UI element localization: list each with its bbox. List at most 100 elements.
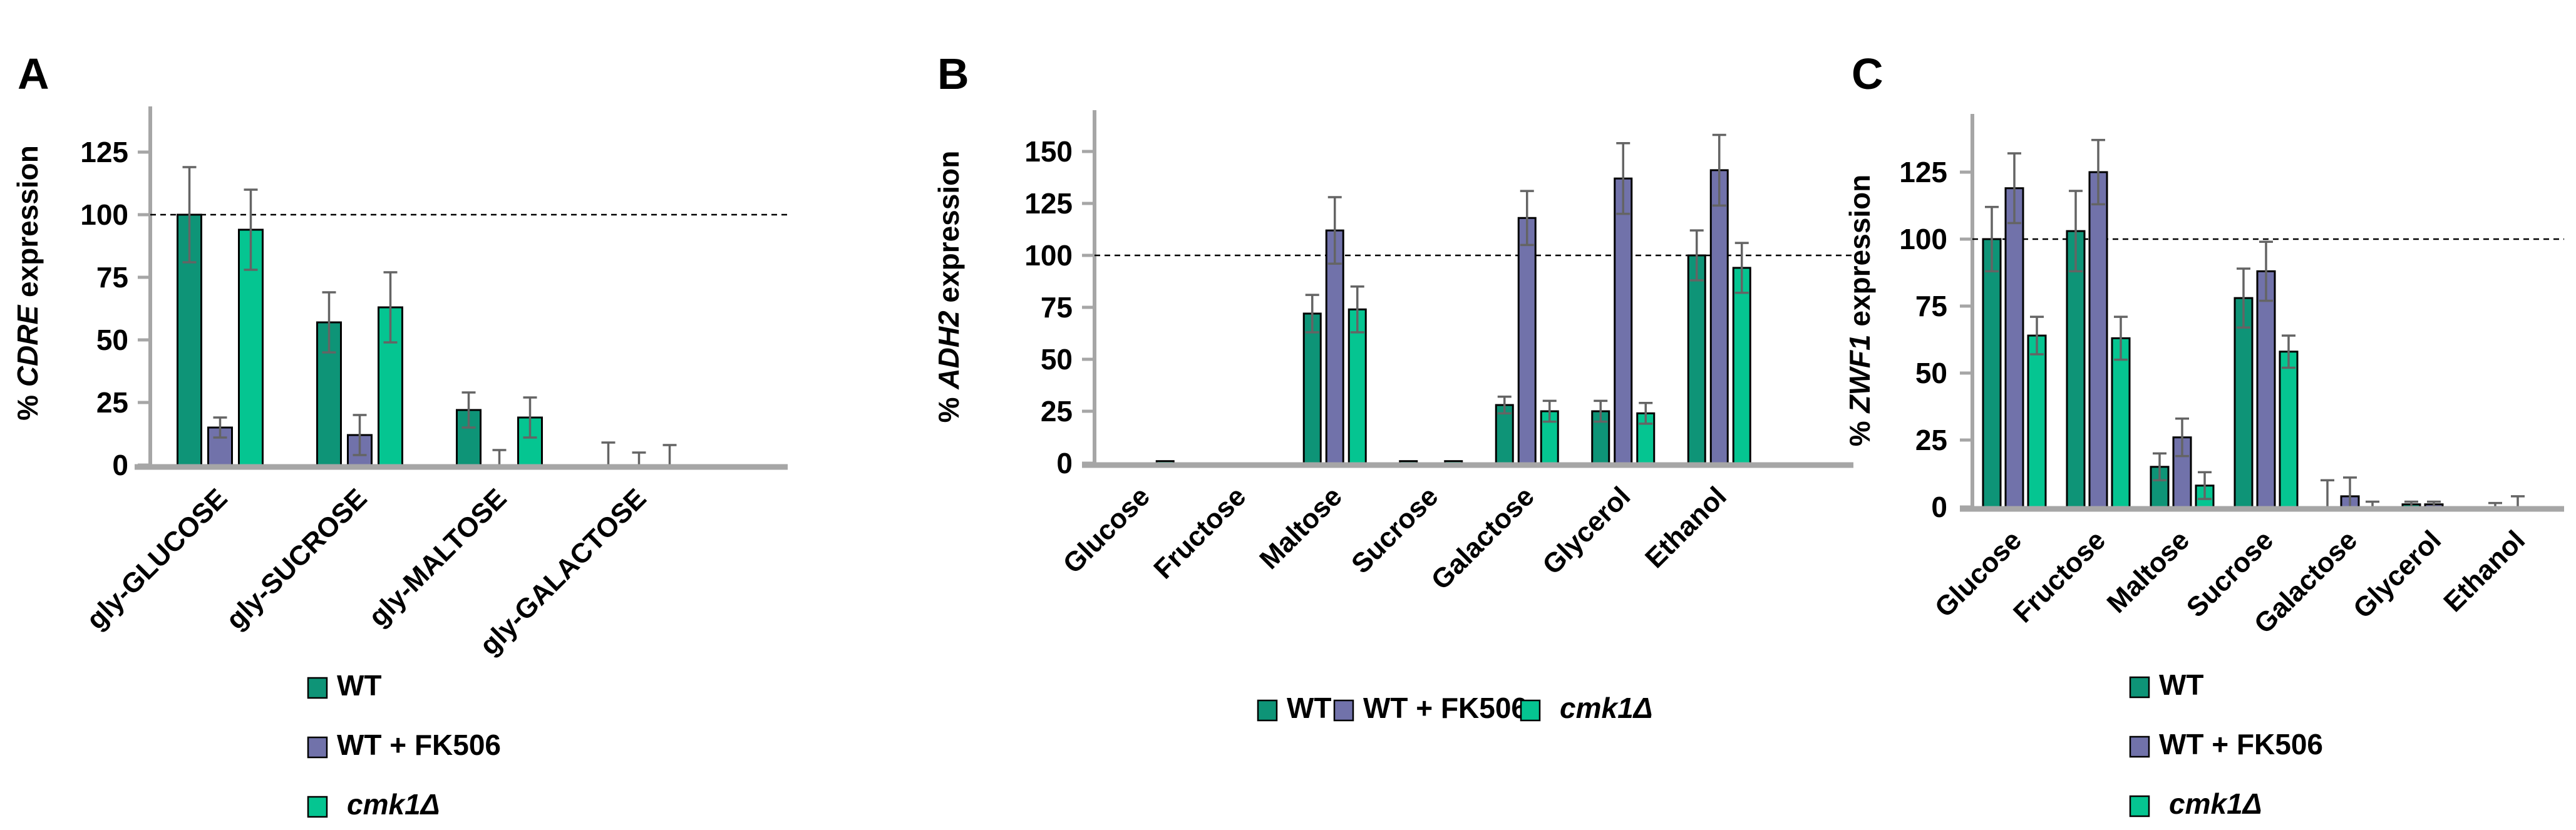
error-bar-wt-fructose: [2069, 190, 2083, 273]
y-tick-label: 125: [1899, 156, 1947, 188]
y-axis-title: % ADH2 expression: [932, 151, 965, 423]
legend-label-wt: WT: [2159, 669, 2204, 701]
bar-wt-glucose: [1982, 238, 2002, 508]
legend-label-cmk1: cmk1Δ: [1560, 692, 1653, 724]
bar-wt-fk506-glucose: [2004, 187, 2024, 508]
panel-letter-a: A: [18, 49, 49, 98]
legend-panel-c: WT WT + FK506 cmk1Δ: [2129, 669, 2323, 820]
error-bar-wt-gly-maltose: [461, 391, 476, 429]
bar-wt-galactose: [1495, 404, 1514, 464]
legend-swatch-wt-fk506: [307, 736, 328, 759]
error-bar-wt-sucrose: [2237, 267, 2250, 329]
y-tick-label: 0: [112, 449, 128, 481]
error-bar-wt-fk506-gly-galactose: [632, 451, 646, 465]
error-bar-wt-fk506-glycerol: [1616, 141, 1631, 215]
error-bar-cmk1-glycerol: [1639, 401, 1653, 425]
y-tick-label: 150: [1024, 135, 1073, 168]
error-bar-cmk1-ethanol: [1734, 242, 1749, 294]
bar-wt-fk506-maltose: [1325, 229, 1344, 464]
error-bar-wt-fk506-ethanol: [2511, 495, 2525, 507]
bar-cmk1-fructose: [2111, 337, 2131, 508]
y-tick-label: 125: [1024, 187, 1073, 220]
legend-swatch-cmk1: [2129, 795, 2150, 817]
error-bar-cmk1-gly-glucose: [244, 188, 258, 271]
legend-label-wt-fk506: WT + FK506: [2159, 728, 2323, 761]
error-bar-wt-glycerol: [1594, 399, 1608, 423]
legend-panel-b: WT WT + FK506 cmk1Δ: [1257, 692, 1653, 724]
bar-wt-fructose: [2066, 230, 2086, 508]
error-bar-cmk1-glucose: [2030, 315, 2044, 356]
y-tick-label: 50: [1915, 357, 1947, 389]
panel-letter-b: B: [937, 49, 969, 98]
y-axis-title: % ZWF1 expression: [1843, 175, 1876, 447]
legend-label-cmk1: cmk1Δ: [347, 788, 440, 821]
legend-label-wt-fk506: WT + FK506: [337, 729, 501, 761]
bar-wt-fk506-ethanol: [1709, 169, 1729, 464]
y-tick-label: 125: [80, 136, 128, 168]
legend-swatch-wt-fk506: [1333, 699, 1354, 722]
bar-wt-ethanol: [1687, 254, 1706, 464]
legend-swatch-cmk1: [1520, 699, 1541, 722]
error-bar-cmk1-sucrose: [2282, 334, 2295, 369]
y-tick-label: 100: [1024, 239, 1073, 272]
error-bar-wt-fk506-ethanol: [1712, 133, 1726, 207]
y-tick-label: 25: [96, 386, 128, 419]
y-tick-label: 100: [1899, 223, 1947, 255]
error-bar-cmk1-maltose: [2198, 471, 2212, 500]
y-tick-label: 100: [80, 198, 128, 231]
legend-label-wt: WT: [337, 669, 382, 702]
error-bar-wt-fk506-sucrose: [2259, 240, 2273, 302]
error-bar-wt-gly-glucose: [182, 166, 197, 264]
y-axis-title: % CDRE expression: [11, 145, 44, 421]
panel-letter-c: C: [1852, 49, 1883, 98]
y-tick-label: 0: [1931, 491, 1947, 523]
error-bar-wt-galactose: [1497, 396, 1512, 415]
y-tick-label: 25: [1915, 424, 1947, 456]
bar-cmk1-ethanol: [1732, 267, 1751, 464]
bar-cmk1-glucose: [2027, 334, 2047, 508]
legend-label-wt-fk506: WT + FK506: [1363, 692, 1527, 724]
legend-swatch-wt: [307, 677, 328, 699]
error-bar-wt-fk506-fructose: [2091, 138, 2105, 206]
error-bar-wt-gly-sucrose: [322, 291, 336, 354]
bar-wt-sucrose: [2233, 297, 2254, 508]
error-bar-cmk1-gly-galactose: [662, 444, 677, 465]
error-bar-cmk1-fructose: [2114, 315, 2128, 361]
error-bar-wt-glucose: [1985, 205, 1999, 273]
error-bar-wt-maltose: [2153, 452, 2166, 481]
error-bar-wt-fk506-gly-sucrose: [353, 414, 367, 456]
legend-label-wt: WT: [1287, 692, 1332, 724]
error-bar-wt-gly-galactose: [601, 441, 616, 465]
legend-swatch-wt-fk506: [2129, 735, 2150, 758]
error-bar-cmk1-galactose: [1542, 399, 1557, 423]
y-tick-label: 75: [96, 261, 128, 294]
legend-panel-a: WT WT + FK506 cmk1Δ: [307, 669, 501, 821]
bar-wt-fk506-galactose: [1517, 217, 1537, 464]
y-tick-label: 0: [1056, 447, 1073, 479]
error-bar-wt-fk506-glucose: [2007, 152, 2021, 225]
error-bar-wt-fk506-galactose: [2343, 476, 2357, 507]
legend-swatch-wt: [2129, 676, 2150, 699]
error-bar-cmk1-gly-maltose: [523, 396, 537, 439]
error-bar-wt-fk506-maltose: [2175, 418, 2189, 458]
legend-label-cmk1: cmk1Δ: [2169, 787, 2262, 820]
error-bar-wt-fk506-galactose: [1520, 190, 1534, 247]
y-tick-label: 75: [1041, 291, 1073, 324]
error-bar-cmk1-gly-sucrose: [383, 271, 398, 344]
error-bar-wt-fk506-gly-glucose: [213, 416, 227, 439]
error-bar-wt-maltose: [1305, 294, 1319, 334]
error-bar-wt-fk506-gly-maltose: [492, 449, 507, 465]
error-bar-wt-fk506-maltose: [1327, 196, 1342, 265]
y-tick-label: 75: [1915, 290, 1947, 322]
bar-cmk1-sucrose: [2279, 351, 2299, 508]
y-tick-label: 50: [1041, 343, 1073, 376]
error-bar-wt-ethanol: [1689, 229, 1704, 282]
legend-swatch-cmk1: [307, 796, 328, 818]
bar-wt-maltose: [1302, 312, 1322, 464]
error-bar-wt-galactose: [2321, 479, 2334, 507]
error-bar-cmk1-maltose: [1350, 285, 1364, 334]
y-tick-label: 25: [1041, 395, 1073, 428]
bar-wt-fk506-glycerol: [1614, 177, 1633, 464]
